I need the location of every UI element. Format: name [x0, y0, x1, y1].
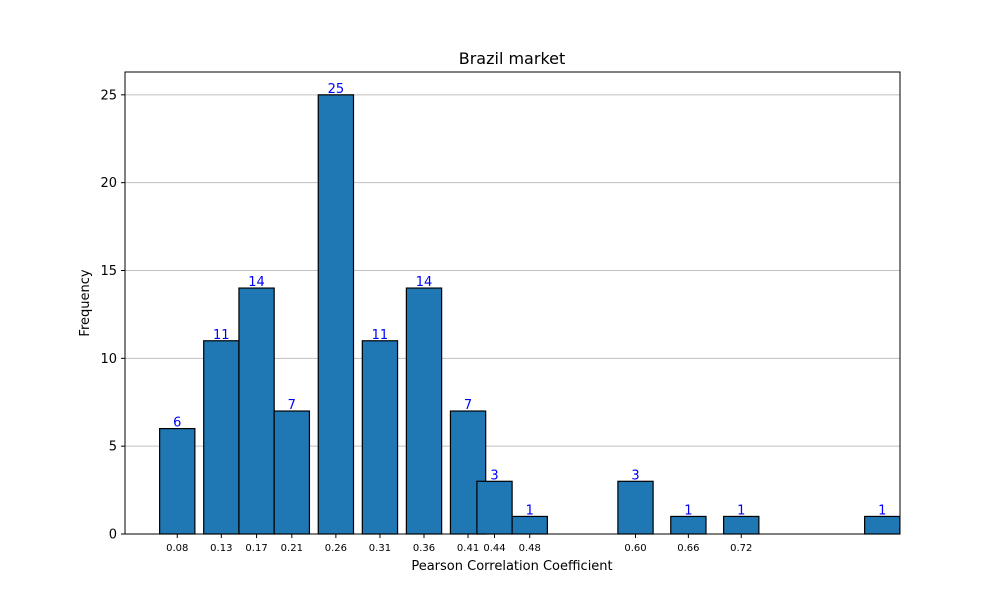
bar [159, 428, 196, 535]
x-tick-label: 0.21 [281, 543, 303, 554]
bar [273, 410, 311, 535]
bar [511, 515, 548, 535]
x-tick-label: 0.31 [369, 543, 391, 554]
y-tick-label: 5 [109, 440, 117, 455]
bar [617, 480, 654, 535]
bar [864, 515, 901, 535]
bar-value-label: 14 [248, 275, 265, 290]
bar [405, 287, 443, 535]
bar-value-label: 14 [416, 275, 433, 290]
x-tick-label: 0.08 [166, 543, 188, 554]
bar [238, 287, 275, 535]
bar-value-label: 3 [490, 468, 498, 483]
bar-value-label: 1 [684, 503, 692, 518]
x-tick-label: 0.17 [245, 543, 267, 554]
x-tick-label: 0.36 [413, 543, 435, 554]
bar [361, 340, 399, 535]
bar [670, 515, 707, 535]
x-axis-label: Pearson Correlation Coefficient [411, 559, 612, 574]
bar-value-label: 1 [737, 503, 745, 518]
x-tick-label: 0.66 [677, 543, 699, 554]
x-tick-label: 0.13 [210, 543, 232, 554]
bar [317, 94, 355, 535]
bar-value-label: 6 [173, 416, 181, 431]
bar-value-label: 7 [288, 398, 296, 413]
x-tick-label: 0.26 [325, 543, 347, 554]
x-tick-label: 0.60 [624, 543, 646, 554]
bar-value-label: 3 [631, 468, 639, 483]
x-tick-label: 0.41 [457, 543, 479, 554]
bar [476, 480, 513, 535]
y-axis-label: Frequency [78, 269, 93, 336]
bar-value-label: 1 [526, 503, 534, 518]
bars-layer [159, 94, 901, 535]
bar [723, 515, 760, 535]
bar-value-label: 25 [328, 82, 345, 97]
y-tick-label: 20 [100, 176, 117, 191]
bar-value-label: 1 [878, 503, 886, 518]
y-tick-label: 15 [100, 264, 117, 279]
x-tick-label: 0.48 [519, 543, 541, 554]
y-tick-label: 0 [109, 528, 117, 543]
plot-frame [124, 71, 901, 535]
bar [203, 340, 240, 535]
x-axis: 0.08 0.13 0.17 0.21 0.26 0.31 0.36 0.41 0.44 0.48… [166, 534, 752, 554]
y-tick-label: 10 [100, 352, 117, 367]
x-tick-label: 0.44 [483, 543, 505, 554]
x-tick-label: 0.72 [730, 543, 752, 554]
bar-value-label: 7 [464, 398, 472, 413]
y-axis: 0 5 10 15 20 25 [100, 88, 125, 543]
y-tick-label: 25 [100, 88, 117, 103]
bar-value-label: 11 [372, 328, 389, 343]
bar-value-label: 11 [213, 328, 230, 343]
chart-title: Brazil market [459, 49, 566, 68]
